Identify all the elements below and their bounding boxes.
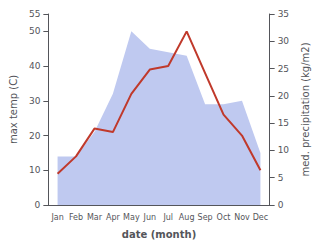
svg-text:0: 0 — [278, 200, 284, 210]
svg-text:10: 10 — [278, 145, 290, 155]
svg-text:30: 30 — [29, 96, 41, 106]
svg-text:30: 30 — [278, 36, 290, 46]
svg-text:Apr: Apr — [106, 213, 121, 222]
svg-text:10: 10 — [29, 165, 41, 175]
svg-text:May: May — [123, 213, 140, 222]
svg-text:Sep: Sep — [198, 213, 213, 222]
svg-text:0: 0 — [35, 200, 41, 210]
svg-text:Jan: Jan — [50, 213, 63, 222]
svg-text:Jul: Jul — [162, 213, 173, 222]
svg-text:Jun: Jun — [143, 213, 157, 222]
svg-text:25: 25 — [278, 64, 289, 74]
svg-text:Dec: Dec — [253, 213, 268, 222]
svg-text:Aug: Aug — [179, 213, 195, 222]
svg-text:date (month): date (month) — [122, 229, 196, 240]
svg-text:Mar: Mar — [87, 213, 103, 222]
svg-text:20: 20 — [278, 91, 290, 101]
svg-text:20: 20 — [29, 131, 41, 141]
svg-text:15: 15 — [278, 118, 289, 128]
svg-text:35: 35 — [278, 9, 289, 19]
svg-text:5: 5 — [278, 173, 284, 183]
svg-text:55: 55 — [29, 9, 40, 19]
svg-text:Oct: Oct — [217, 213, 231, 222]
svg-text:med. precipitation (kg/m2): med. precipitation (kg/m2) — [300, 42, 311, 176]
svg-text:40: 40 — [29, 61, 41, 71]
svg-text:50: 50 — [29, 26, 41, 36]
svg-text:Nov: Nov — [234, 213, 250, 222]
svg-text:Feb: Feb — [69, 213, 83, 222]
svg-text:max temp (C): max temp (C) — [8, 75, 19, 144]
